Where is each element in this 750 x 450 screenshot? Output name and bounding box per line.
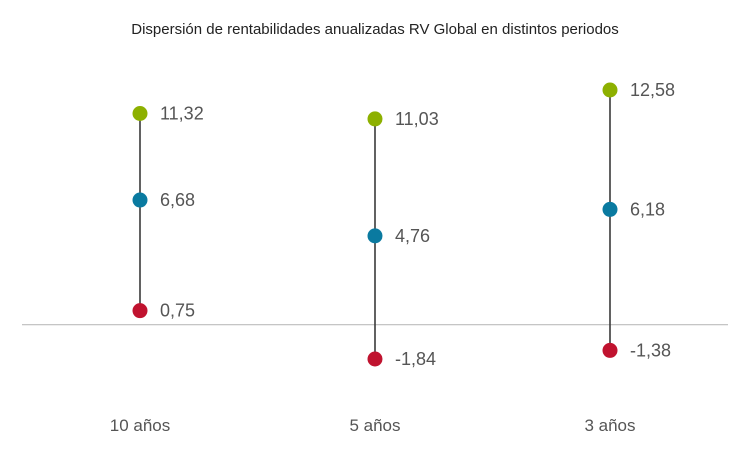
data-point-mid bbox=[602, 201, 618, 217]
category-label: 5 años bbox=[349, 416, 400, 435]
category-label: 10 años bbox=[110, 416, 171, 435]
chart-title: Dispersión de rentabilidades anualizadas… bbox=[131, 21, 619, 38]
data-label-min: -1,38 bbox=[630, 340, 671, 360]
data-label-min: -1,84 bbox=[395, 349, 436, 369]
data-point-min bbox=[132, 303, 148, 319]
data-point-mid bbox=[132, 192, 148, 208]
data-label-max: 11,32 bbox=[160, 104, 204, 124]
data-point-max bbox=[602, 82, 618, 98]
data-point-min bbox=[367, 351, 383, 367]
category-labels: 10 años 5 años 3 años bbox=[110, 416, 636, 435]
data-point-max bbox=[367, 111, 383, 127]
data-label-mid: 6,18 bbox=[630, 199, 665, 219]
data-label-mid: 4,76 bbox=[395, 226, 430, 246]
data-label-max: 11,03 bbox=[395, 109, 439, 129]
category-label: 3 años bbox=[584, 416, 635, 435]
data-label-max: 12,58 bbox=[630, 80, 675, 100]
data-point-max bbox=[132, 106, 148, 122]
data-label-min: 0,75 bbox=[160, 301, 195, 321]
chart-marks: 11,32 6,68 0,75 11,03 4,76 -1,84 12,58 6,18 -1,3… bbox=[132, 80, 675, 369]
data-label-mid: 6,68 bbox=[160, 190, 195, 210]
data-point-mid bbox=[367, 228, 383, 244]
data-point-min bbox=[602, 342, 618, 358]
